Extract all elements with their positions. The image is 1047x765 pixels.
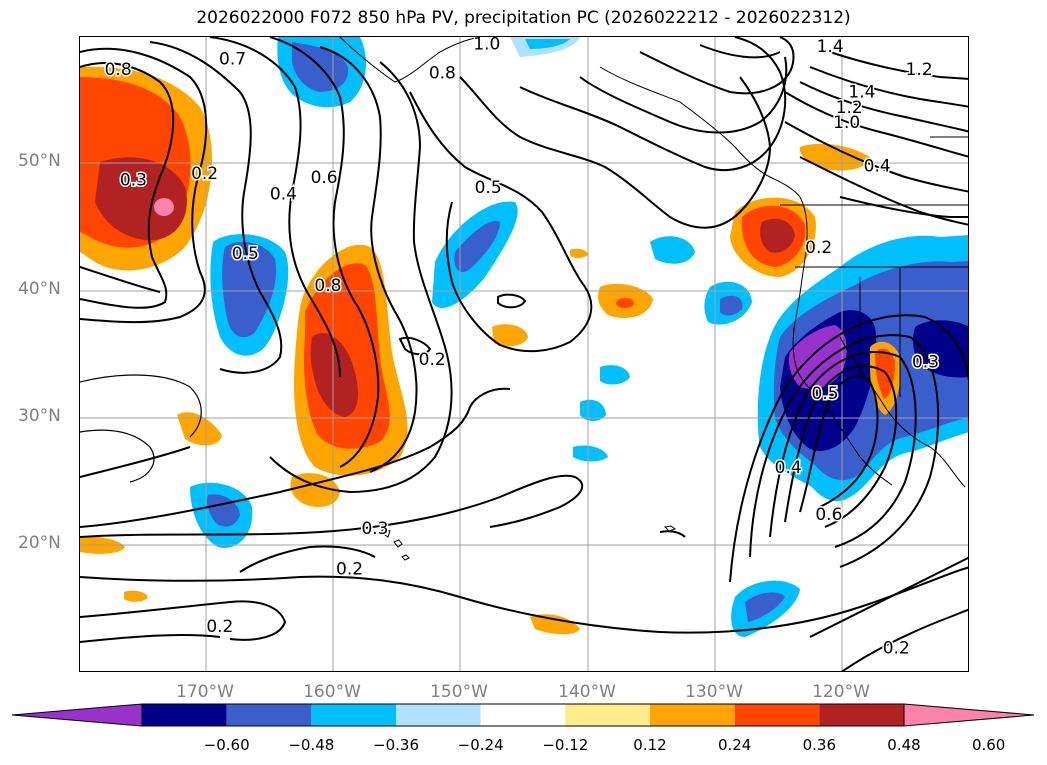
colorbar-cell [396, 704, 481, 726]
map-canvas: 0.80.70.81.0 1.41.21.41.21.00.40.3 0.20.40… [80, 37, 968, 671]
colorbar-tick-label: 0.60 [971, 736, 1006, 754]
contour-label: 1.0 [833, 113, 860, 133]
colorbar-cell [819, 704, 904, 726]
lon-label-170w: 170°W [176, 682, 234, 702]
colorbar [12, 703, 1035, 727]
pv-contours [80, 37, 968, 671]
contour-label: 1.2 [836, 98, 863, 118]
contour-label: 0.4 [270, 184, 297, 204]
colorbar-tick-label: 0.36 [802, 736, 837, 754]
colorbar-cell [734, 704, 820, 726]
contour-label: 0.2 [206, 617, 233, 637]
contour-label: 0.2 [419, 350, 446, 370]
lat-label-40: 40°N [18, 279, 61, 299]
colorbar-cell [480, 704, 566, 726]
contour-label: 0.3 [361, 519, 388, 539]
lon-label-130w: 130°W [685, 682, 743, 702]
lat-label-50: 50°N [18, 151, 61, 171]
contour-label: 0.5 [812, 384, 839, 404]
colorbar-tick-label: 0.48 [887, 736, 921, 754]
lon-label-120w: 120°W [812, 682, 870, 702]
lon-label-160w: 160°W [303, 682, 361, 702]
contour-label: 0.2 [805, 238, 832, 258]
colorbar-cell [226, 704, 312, 726]
coastlines [339, 37, 968, 561]
colorbar-tick-label: −0.24 [457, 736, 504, 754]
contour-label: 0.4 [864, 156, 891, 176]
lat-label-20: 20°N [18, 533, 61, 553]
contour-label: 0.8 [105, 60, 132, 80]
contour-label: 0.6 [311, 168, 338, 188]
colorbar-cell [565, 704, 650, 726]
contour-label: 0.6 [815, 505, 842, 525]
contour-label: 1.4 [848, 83, 875, 103]
contour-label: 0.3 [120, 170, 147, 190]
contour-label: 0.2 [191, 164, 218, 184]
contour-label: 0.5 [475, 178, 502, 198]
colorbar-cell [650, 704, 735, 726]
colorbar-outline [141, 703, 905, 727]
colorbar-extend-low [12, 703, 143, 727]
contour-label: 0.5 [232, 244, 259, 264]
contour-label: 1.0 [473, 37, 500, 54]
contour-label: 0.8 [429, 64, 456, 84]
colorbar-extend-high [903, 703, 1035, 727]
contour-label: 1.2 [906, 60, 933, 80]
lon-label-150w: 150°W [430, 682, 488, 702]
colorbar-tick-label: −0.48 [288, 736, 335, 754]
colorbar-tick-label: −0.36 [373, 736, 419, 754]
map-panel: 0.8 0.7 0.8 1.0 1.4 1.2 1.4 1.2 1.0 0.4 0.3 0.2 0.4 0… [79, 36, 969, 672]
contour-label: 0.3 [912, 352, 939, 372]
contour-label: 0.8 [314, 276, 341, 296]
colorbar-tick-label: 0.12 [633, 736, 667, 754]
figure-title: 2026022000 F072 850 hPa PV, precipitatio… [196, 8, 851, 28]
contour-label: 0.4 [775, 458, 802, 478]
contour-labels: 0.80.70.81.0 1.41.21.41.21.00.40.3 0.20.40… [103, 37, 940, 660]
colorbar-tick-label: 0.24 [717, 736, 752, 754]
pv-contours-thin [80, 374, 202, 483]
contour-label: 0.2 [883, 639, 910, 659]
contour-label: 1.4 [817, 37, 844, 57]
colorbar-tick-label: −0.12 [542, 736, 589, 754]
colorbar-cell [311, 704, 396, 726]
lon-label-140w: 140°W [558, 682, 616, 702]
lat-label-30: 30°N [18, 406, 61, 426]
colorbar-tick-label: −0.60 [203, 736, 250, 754]
colorbar-cell [142, 704, 227, 726]
contour-label: 0.2 [336, 560, 363, 580]
contour-label: 0.7 [219, 50, 246, 70]
